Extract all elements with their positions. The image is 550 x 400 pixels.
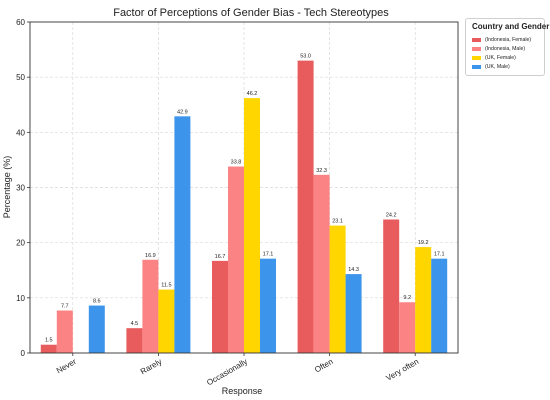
y-tick-label: 0 <box>21 349 26 358</box>
bar <box>431 258 448 353</box>
bar <box>383 219 400 353</box>
data-label: 1.5 <box>45 338 53 344</box>
bar <box>244 98 260 353</box>
legend-label: (Indonesia, Female) <box>485 37 532 43</box>
legend-label: (UK, Female) <box>485 55 516 61</box>
bar <box>399 302 416 353</box>
legend: Country and Gender (Indonesia, Female) (… <box>465 18 549 76</box>
x-tick-label: Very often <box>384 357 420 383</box>
bar <box>313 174 330 353</box>
data-label: 16.7 <box>215 254 226 260</box>
bar <box>56 310 73 353</box>
legend-item-indonesia-female: (Indonesia, Female) <box>472 36 531 44</box>
data-label: 4.5 <box>131 321 139 327</box>
legend-item-indonesia-male: (Indonesia, Male) <box>472 45 525 53</box>
bar <box>260 258 276 353</box>
y-tick-label: 50 <box>16 73 25 82</box>
data-label: 7.7 <box>61 304 69 310</box>
data-labels: 1.5 7.7 8.6 4.5 16.9 11.5 42.9 16.7 33.8 46.2 17.1… <box>45 54 445 344</box>
data-label: 17.1 <box>263 252 274 258</box>
legend-title: Country and Gender <box>472 22 550 31</box>
data-label: 23.1 <box>332 219 343 225</box>
bar <box>228 166 244 353</box>
plot-frame <box>29 21 459 354</box>
y-tick-label: 20 <box>16 239 25 248</box>
bar <box>212 260 228 353</box>
legend-swatch <box>472 47 481 51</box>
data-label: 9.2 <box>403 295 411 301</box>
data-label: 11.5 <box>161 283 171 289</box>
x-tick-label: Rarely <box>139 357 164 376</box>
legend-swatch <box>472 65 481 69</box>
bar <box>174 116 191 354</box>
data-label: 32.3 <box>316 168 327 174</box>
y-tick-label: 10 <box>16 294 25 303</box>
bar <box>415 247 432 353</box>
bar <box>345 274 362 353</box>
y-tick-label: 40 <box>16 128 25 137</box>
bar <box>142 259 159 353</box>
legend-item-uk-female: (UK, Female) <box>472 54 516 62</box>
legend-swatch <box>472 56 481 60</box>
bar <box>329 225 346 353</box>
data-label: 19.2 <box>418 240 429 246</box>
data-label: 17.1 <box>434 252 445 258</box>
legend-swatch <box>472 38 481 42</box>
x-tick-label: Occasionally <box>205 357 249 387</box>
legend-label: (UK, Male) <box>485 64 510 70</box>
data-label: 24.2 <box>386 212 397 218</box>
data-label: 53.0 <box>300 54 311 60</box>
x-tick-label: Often <box>313 357 334 375</box>
x-tick-label: Never <box>55 357 78 376</box>
bar <box>40 344 57 353</box>
chart-title: Factor of Perceptions of Gender Bias - T… <box>113 7 389 19</box>
y-axis-label: Percentage (%) <box>2 156 12 219</box>
x-axis-label: Response <box>222 386 263 396</box>
data-label: 33.8 <box>231 160 242 166</box>
y-tick-label: 60 <box>16 18 25 27</box>
legend-label: (Indonesia, Male) <box>485 46 526 52</box>
data-label: 16.9 <box>145 253 156 259</box>
data-label: 8.6 <box>93 299 101 305</box>
bar <box>297 60 314 353</box>
y-tick-label: 30 <box>16 184 25 193</box>
legend-item-uk-male: (UK, Male) <box>472 63 510 71</box>
bar <box>158 289 175 353</box>
bar <box>88 305 105 353</box>
bars <box>40 60 448 354</box>
data-label: 46.2 <box>247 91 258 97</box>
data-label: 42.9 <box>177 109 188 115</box>
data-label: 14.3 <box>348 267 359 273</box>
bar <box>126 328 143 353</box>
